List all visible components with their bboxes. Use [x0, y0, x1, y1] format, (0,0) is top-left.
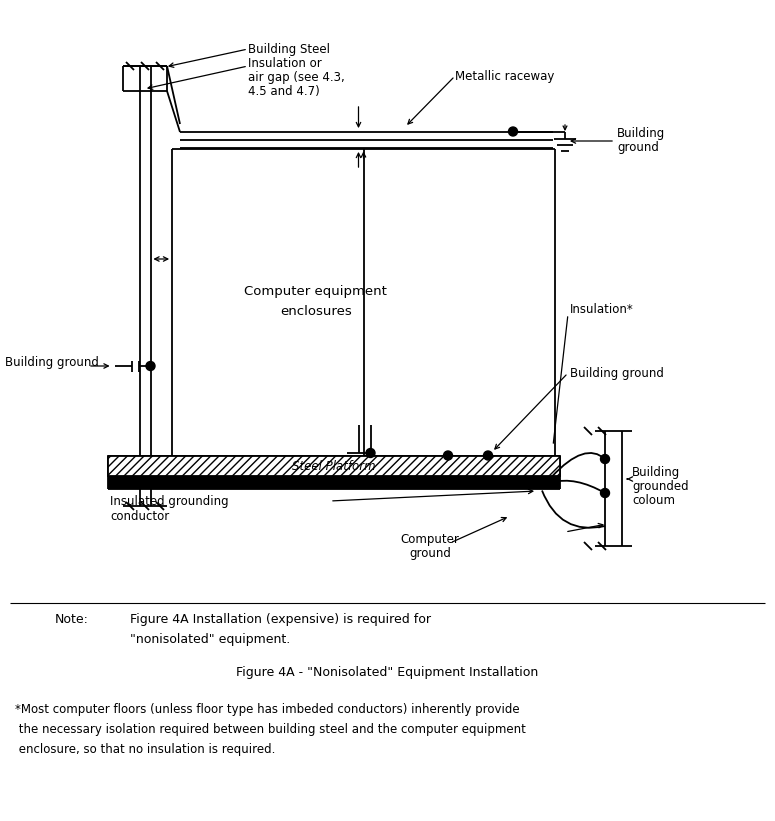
Circle shape — [146, 361, 155, 370]
Circle shape — [508, 127, 518, 136]
Text: conductor: conductor — [110, 510, 169, 522]
Bar — [108, 456, 560, 476]
Text: the necessary isolation required between building steel and the computer equipme: the necessary isolation required between… — [15, 723, 526, 736]
Text: Building ground: Building ground — [5, 355, 99, 369]
Text: Building: Building — [617, 126, 665, 140]
Text: Computer equipment: Computer equipment — [244, 285, 388, 297]
Circle shape — [366, 448, 375, 457]
Text: Figure 4A - "Nonisolated" Equipment Installation: Figure 4A - "Nonisolated" Equipment Inst… — [236, 666, 538, 679]
Bar — [108, 476, 560, 489]
Circle shape — [601, 488, 609, 498]
Circle shape — [601, 455, 609, 464]
Text: 4.5 and 4.7): 4.5 and 4.7) — [248, 85, 320, 98]
Text: ground: ground — [409, 547, 451, 559]
Text: Insulation*: Insulation* — [570, 302, 634, 315]
Text: air gap (see 4.3,: air gap (see 4.3, — [248, 71, 345, 84]
Text: enclosures: enclosures — [280, 305, 352, 318]
Text: Insulated grounding: Insulated grounding — [110, 494, 229, 507]
Text: grounded: grounded — [632, 479, 689, 493]
Text: coloum: coloum — [632, 493, 675, 507]
Text: Insulation or: Insulation or — [248, 57, 322, 70]
Circle shape — [443, 451, 453, 460]
Text: Building Steel: Building Steel — [248, 43, 330, 56]
Circle shape — [484, 451, 492, 460]
Text: ground: ground — [617, 140, 659, 154]
Text: Building ground: Building ground — [570, 366, 664, 379]
Text: Figure 4A Installation (expensive) is required for: Figure 4A Installation (expensive) is re… — [130, 613, 431, 626]
Text: enclosure, so that no insulation is required.: enclosure, so that no insulation is requ… — [15, 743, 275, 756]
Text: Note:: Note: — [55, 613, 89, 626]
Text: Steel Platform: Steel Platform — [292, 460, 376, 473]
Text: *Most computer floors (unless floor type has imbeded conductors) inherently prov: *Most computer floors (unless floor type… — [15, 703, 519, 716]
Text: Building: Building — [632, 466, 680, 479]
Text: Computer: Computer — [401, 533, 460, 545]
Text: "nonisolated" equipment.: "nonisolated" equipment. — [130, 633, 291, 646]
Text: Metallic raceway: Metallic raceway — [455, 70, 554, 82]
